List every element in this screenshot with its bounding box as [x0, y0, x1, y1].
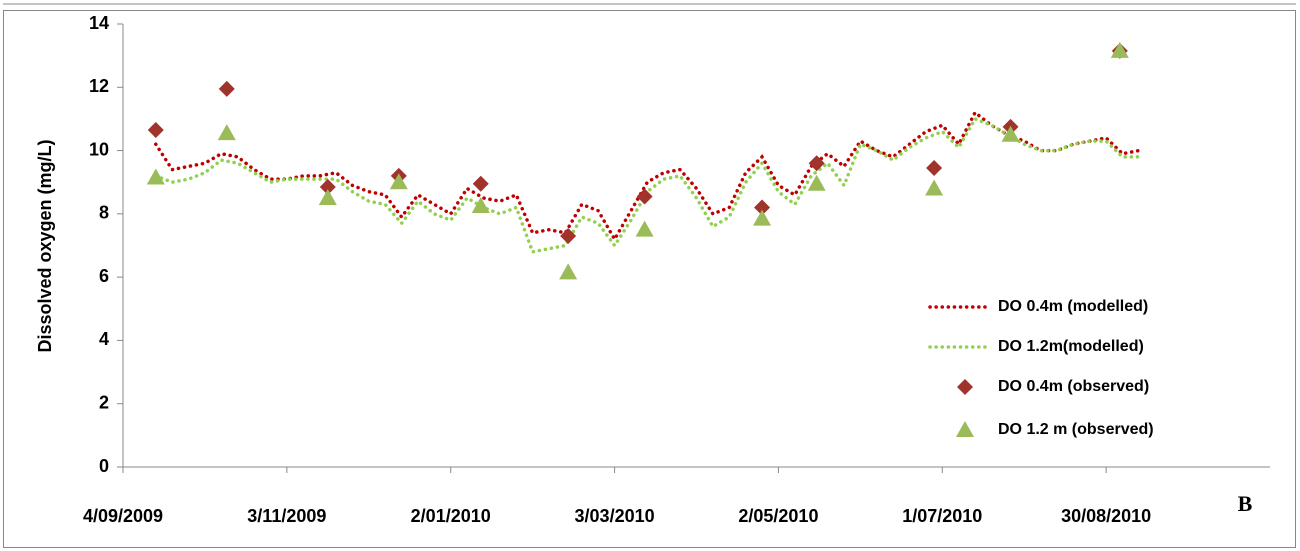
legend-label: DO 0.4m (observed)	[998, 378, 1149, 395]
point	[217, 124, 236, 141]
x-tick-label: 30/08/2010	[1061, 506, 1151, 526]
x-tick-label: 1/07/2010	[902, 506, 982, 526]
y-tick-label: 0	[99, 456, 109, 476]
series-line	[154, 109, 1141, 243]
legend-label: DO 1.2 m (observed)	[998, 421, 1154, 438]
point	[319, 178, 336, 195]
y-tick-label: 14	[89, 13, 109, 33]
point	[218, 80, 235, 97]
x-tick-label: 4/09/2009	[83, 506, 163, 526]
legend-label: DO 0.4m (modelled)	[998, 298, 1148, 315]
y-tick-label: 6	[99, 266, 109, 286]
point	[559, 263, 578, 280]
y-tick-label: 10	[89, 139, 109, 159]
point	[754, 199, 771, 216]
y-tick-label: 2	[99, 392, 109, 412]
point	[389, 173, 408, 190]
x-tick-label: 2/05/2010	[738, 506, 818, 526]
series-line	[154, 116, 1141, 254]
annotation: B	[1238, 491, 1253, 516]
point	[925, 179, 944, 196]
point	[560, 228, 577, 245]
legend-swatch	[957, 379, 973, 395]
point	[318, 189, 337, 206]
y-tick-label: 4	[99, 329, 109, 349]
x-tick-label: 2/01/2010	[411, 506, 491, 526]
chart-frame	[3, 10, 1296, 548]
x-tick-label: 3/03/2010	[575, 506, 655, 526]
y-axis-title: Dissolved oxygen (mg/L)	[35, 139, 55, 352]
point	[1110, 41, 1129, 58]
point	[807, 174, 826, 191]
point	[808, 155, 825, 172]
point	[146, 168, 165, 185]
point	[636, 188, 653, 205]
legend-swatch	[956, 421, 974, 437]
y-tick-label: 12	[89, 76, 109, 96]
point	[1001, 125, 1020, 142]
y-tick-label: 8	[99, 203, 109, 223]
point	[926, 159, 943, 176]
point	[471, 196, 490, 213]
x-tick-label: 3/11/2009	[247, 506, 326, 526]
point	[472, 175, 489, 192]
point	[147, 122, 164, 139]
legend-label: DO 1.2m(modelled)	[998, 338, 1144, 355]
point	[635, 220, 654, 237]
point	[753, 209, 772, 226]
